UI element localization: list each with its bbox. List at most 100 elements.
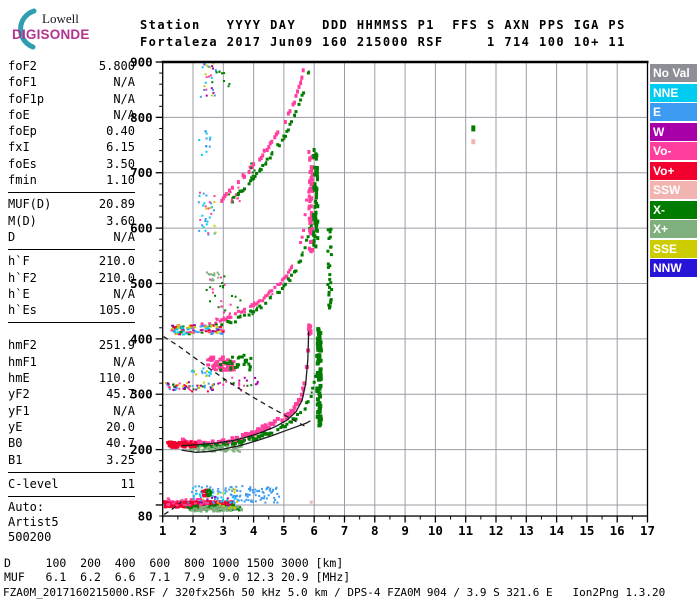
param-D: D N/A (8, 229, 135, 245)
x-tick-label: 13 (519, 523, 534, 538)
param-label: B0 (8, 436, 23, 451)
param-value: 210.0 (98, 254, 135, 269)
param-value: 3.50 (106, 156, 135, 171)
param-M(D): M(D) 3.60 (8, 213, 135, 229)
param-label: yE (8, 419, 23, 434)
x-tick-label: 12 (488, 523, 503, 538)
param-group: foF2 5.800 foF1 N/A foF1p N/A foE N/A foEp 0.40 fx… (8, 58, 135, 188)
param-yF1: yF1 N/A (8, 403, 135, 419)
param-value: 3.60 (106, 213, 135, 228)
param-value: N/A (113, 91, 135, 106)
station-header: Station YYYY DAY DDD HHMMSS P1 FFS S AXN… (140, 17, 626, 51)
param-group: MUF(D) 20.89 M(D) 3.60 D N/A (8, 196, 135, 245)
param-label: foEp (8, 124, 37, 139)
param-foEp: foEp 0.40 (8, 123, 135, 139)
param-value: N/A (113, 354, 135, 369)
param-label: fmin (8, 173, 37, 188)
param-h`E: h`E N/A (8, 286, 135, 302)
header-values: Fortaleza 2017 Jun09 160 215000 RSF 1 71… (140, 35, 626, 49)
y-tick-label: 800 (130, 110, 153, 125)
legend-item-w: W (650, 122, 697, 141)
status-line: FZA0M_2017160215000.RSF / 320fx256h 50 k… (3, 586, 666, 599)
autoscaling-line: Artist5 (8, 515, 59, 530)
param-value: 210.0 (98, 270, 135, 285)
param-value: N/A (113, 286, 135, 301)
param-value: N/A (113, 229, 135, 244)
x-tick-label: 5 (280, 523, 288, 538)
y-tick-label: 600 (130, 221, 153, 236)
param-B1: B1 3.25 (8, 452, 135, 468)
x-tick-label: 10 (428, 523, 443, 538)
param-group: hmF2 251.9 hmF1 N/A hmE 110.0 yF2 45.7 yF1 N/A yE 2… (8, 337, 135, 467)
param-foF1: foF1 N/A (8, 74, 135, 90)
param-value: 45.7 (106, 387, 135, 402)
param-value: 11 (120, 476, 135, 491)
y-tick-label: 700 (130, 165, 153, 180)
param-label: MUF(D) (8, 197, 52, 212)
header-column-titles: Station YYYY DAY DDD HHMMSS P1 FFS S AXN… (140, 18, 626, 32)
param-label: yF2 (8, 387, 30, 402)
param-MUF(D): MUF(D) 20.89 (8, 196, 135, 212)
param-value: 6.15 (106, 140, 135, 155)
param-label: M(D) (8, 213, 37, 228)
muf-row: MUF 6.1 6.2 6.6 7.1 7.9 9.0 12.3 20.9 [M… (4, 570, 351, 584)
param-label: fxI (8, 140, 30, 155)
legend-item-noval: No Val (650, 64, 697, 82)
legend-item-x+: X+ (650, 220, 697, 238)
param-h`F2: h`F2 210.0 (8, 270, 135, 286)
curve-profile-topside-dashed (163, 336, 306, 427)
param-value: 110.0 (98, 371, 135, 386)
param-group: h`F 210.0 h`F2 210.0 h`E N/A h`Es 105.0 (8, 253, 135, 318)
param-value: 20.89 (98, 197, 135, 212)
param-hmF1: hmF1 N/A (8, 354, 135, 370)
param-label: h`F (8, 254, 30, 269)
autoscaling-line: 500200 (8, 530, 52, 545)
param-label: h`Es (8, 303, 37, 318)
distance-row: D 100 200 400 600 800 1000 1500 3000 [km… (4, 556, 344, 570)
echo-scatter (162, 61, 476, 513)
x-tick-label: 1 (159, 523, 167, 538)
x-tick-label: 11 (458, 523, 473, 538)
divider (8, 471, 135, 473)
param-B0: B0 40.7 (8, 435, 135, 451)
divider (8, 192, 135, 194)
param-fmin: fmin 1.10 (8, 172, 135, 188)
y-tick-label: 200 (130, 442, 153, 457)
logo-text-digisonde: DIGISONDE (12, 27, 90, 42)
divider (8, 322, 135, 324)
param-label: h`F2 (8, 270, 37, 285)
param-group: C-level 11 (8, 476, 135, 492)
param-label: foF1p (8, 91, 45, 106)
param-foF1p: foF1p N/A (8, 91, 135, 107)
param-hmF2: hmF2 251.9 (8, 337, 135, 353)
param-label: hmF2 (8, 338, 37, 353)
param-label: foF1 (8, 75, 37, 90)
legend-item-vo+: Vo+ (650, 161, 697, 180)
param-value: 0.40 (106, 124, 135, 139)
x-tick-label: 17 (640, 523, 655, 538)
x-tick-label: 8 (371, 523, 379, 538)
param-label: hmF1 (8, 354, 37, 369)
param-value: 105.0 (98, 303, 135, 318)
param-label: foEs (8, 156, 37, 171)
param-label: C-level (8, 476, 59, 491)
param-foEs: foEs 3.50 (8, 156, 135, 172)
param-foE: foE N/A (8, 107, 135, 123)
curve-profile-bottom-dashed (163, 501, 182, 515)
param-hmE: hmE 110.0 (8, 370, 135, 386)
param-yE: yE 20.0 (8, 419, 135, 435)
param-h`Es: h`Es 105.0 (8, 302, 135, 318)
param-value: 251.9 (98, 338, 135, 353)
x-tick-label: 9 (401, 523, 409, 538)
x-tick-label: 6 (310, 523, 318, 538)
param-value: 1.10 (106, 173, 135, 188)
param-value: 3.25 (106, 452, 135, 467)
x-tick-label: 2 (189, 523, 197, 538)
doppler-legend: No Val NNE E W Vo- Vo+ SSW X- X+ SSE NNW (650, 64, 697, 279)
legend-item-sse: SSE (650, 239, 697, 258)
legend-item-nne: NNE (650, 83, 697, 102)
param-value: 5.800 (98, 59, 135, 73)
param-label: B1 (8, 452, 23, 467)
